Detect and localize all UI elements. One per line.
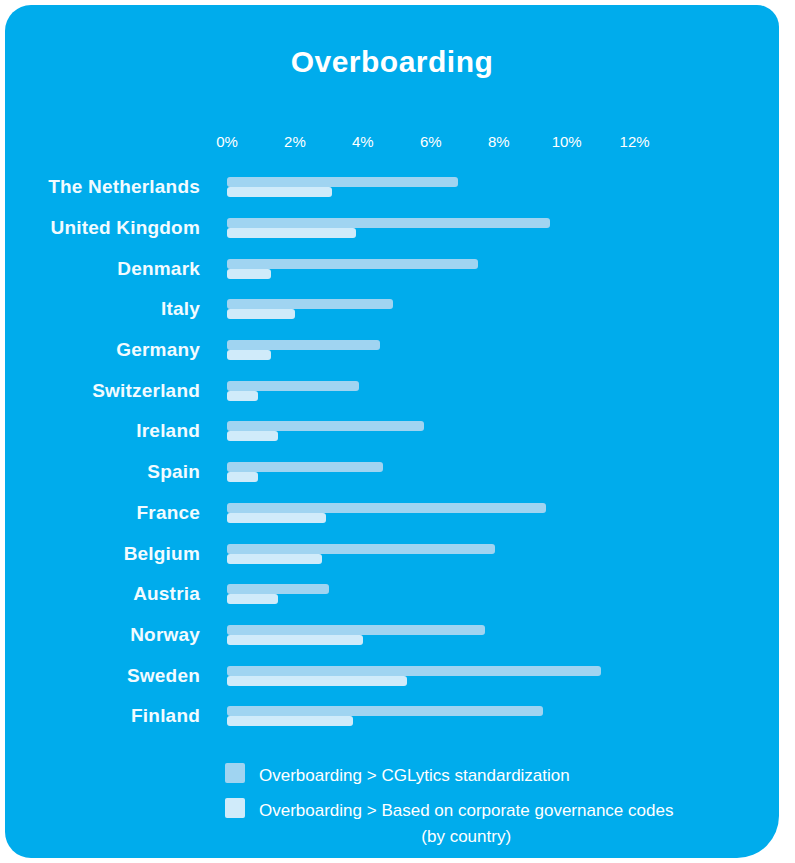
bar-cglytics-standardization bbox=[227, 381, 359, 391]
country-label: Ireland bbox=[5, 420, 200, 442]
country-label: Italy bbox=[5, 298, 200, 320]
bar-governance-codes bbox=[227, 391, 258, 401]
bar-cglytics-standardization bbox=[227, 421, 424, 431]
bar-group bbox=[227, 706, 672, 726]
bar-group bbox=[227, 584, 672, 604]
bar-cglytics-standardization bbox=[227, 666, 601, 676]
bar-group bbox=[227, 544, 672, 564]
bar-governance-codes bbox=[227, 309, 295, 319]
bar-group bbox=[227, 340, 672, 360]
bar-cglytics-standardization bbox=[227, 544, 495, 554]
bar-group bbox=[227, 381, 672, 401]
country-label: France bbox=[5, 502, 200, 524]
x-axis-tick: 8% bbox=[488, 133, 510, 150]
bar-governance-codes bbox=[227, 594, 278, 604]
bar-group bbox=[227, 421, 672, 441]
legend-label-line: (by country) bbox=[259, 824, 673, 850]
chart-row: Sweden bbox=[5, 655, 779, 696]
bar-cglytics-standardization bbox=[227, 340, 380, 350]
country-label: Austria bbox=[5, 583, 200, 605]
legend-item-governance-codes: Overboarding > Based on corporate govern… bbox=[225, 798, 779, 851]
bar-governance-codes bbox=[227, 350, 271, 360]
legend-label-line: Overboarding > Based on corporate govern… bbox=[259, 798, 673, 824]
bar-governance-codes bbox=[227, 716, 353, 726]
bar-governance-codes bbox=[227, 676, 407, 686]
country-label: Norway bbox=[5, 624, 200, 646]
country-label: Denmark bbox=[5, 258, 200, 280]
legend-label-governance-codes: Overboarding > Based on corporate govern… bbox=[259, 798, 673, 851]
chart-row: Denmark bbox=[5, 248, 779, 289]
bar-cglytics-standardization bbox=[227, 706, 543, 716]
bar-governance-codes bbox=[227, 228, 356, 238]
bar-cglytics-standardization bbox=[227, 177, 458, 187]
country-label: Finland bbox=[5, 705, 200, 727]
bar-cglytics-standardization bbox=[227, 584, 329, 594]
bar-governance-codes bbox=[227, 554, 322, 564]
bar-governance-codes bbox=[227, 269, 271, 279]
chart-row: Spain bbox=[5, 452, 779, 493]
bar-governance-codes bbox=[227, 431, 278, 441]
x-axis-tick: 12% bbox=[620, 133, 650, 150]
country-label: Belgium bbox=[5, 543, 200, 565]
bar-governance-codes bbox=[227, 513, 326, 523]
bar-group bbox=[227, 503, 672, 523]
bar-cglytics-standardization bbox=[227, 625, 485, 635]
country-label: The Netherlands bbox=[5, 176, 200, 198]
chart-row: Switzerland bbox=[5, 370, 779, 411]
country-label: Germany bbox=[5, 339, 200, 361]
bar-cglytics-standardization bbox=[227, 299, 393, 309]
country-label: Switzerland bbox=[5, 380, 200, 402]
bar-group bbox=[227, 666, 672, 686]
legend-item-cglytics: Overboarding > CGLytics standardization bbox=[225, 763, 779, 789]
chart-row: The Netherlands bbox=[5, 167, 779, 208]
bar-cglytics-standardization bbox=[227, 503, 546, 513]
chart-row: United Kingdom bbox=[5, 208, 779, 249]
bar-cglytics-standardization bbox=[227, 218, 550, 228]
legend-swatch-cglytics bbox=[225, 763, 245, 783]
chart-title: Overboarding bbox=[5, 45, 779, 79]
chart-rows: The Netherlands United Kingdom Denmark Ital… bbox=[5, 167, 779, 737]
bar-group bbox=[227, 218, 672, 238]
chart-row: Germany bbox=[5, 330, 779, 371]
country-label: Sweden bbox=[5, 665, 200, 687]
chart-row: Ireland bbox=[5, 411, 779, 452]
bar-cglytics-standardization bbox=[227, 259, 478, 269]
chart-row: Norway bbox=[5, 615, 779, 656]
x-axis-tick: 6% bbox=[420, 133, 442, 150]
chart-row: Belgium bbox=[5, 533, 779, 574]
legend-swatch-governance-codes bbox=[225, 798, 245, 818]
bar-chart: 0% 2% 4% 6% 8% 10% 12% The Netherlands United K… bbox=[5, 133, 779, 737]
chart-card: Overboarding 0% 2% 4% 6% 8% 10% 12% The Nether… bbox=[5, 5, 779, 858]
x-axis-tick: 0% bbox=[216, 133, 238, 150]
chart-row: France bbox=[5, 493, 779, 534]
bar-group bbox=[227, 259, 672, 279]
country-label: Spain bbox=[5, 461, 200, 483]
chart-row: Austria bbox=[5, 574, 779, 615]
bar-cglytics-standardization bbox=[227, 462, 383, 472]
country-label: United Kingdom bbox=[5, 217, 200, 239]
bar-governance-codes bbox=[227, 187, 332, 197]
x-axis-tick: 2% bbox=[284, 133, 306, 150]
bar-group bbox=[227, 177, 672, 197]
legend-label-cglytics: Overboarding > CGLytics standardization bbox=[259, 763, 570, 789]
legend: Overboarding > CGLytics standardization … bbox=[225, 763, 779, 851]
x-axis-tick: 10% bbox=[552, 133, 582, 150]
bar-governance-codes bbox=[227, 635, 363, 645]
x-axis: 0%2%4%6%8%10%12% bbox=[227, 133, 672, 153]
legend-label-line: Overboarding > CGLytics standardization bbox=[259, 763, 570, 789]
chart-row: Italy bbox=[5, 289, 779, 330]
bar-group bbox=[227, 462, 672, 482]
bar-group bbox=[227, 299, 672, 319]
x-axis-tick: 4% bbox=[352, 133, 374, 150]
chart-row: Finland bbox=[5, 696, 779, 737]
bar-group bbox=[227, 625, 672, 645]
bar-governance-codes bbox=[227, 472, 258, 482]
